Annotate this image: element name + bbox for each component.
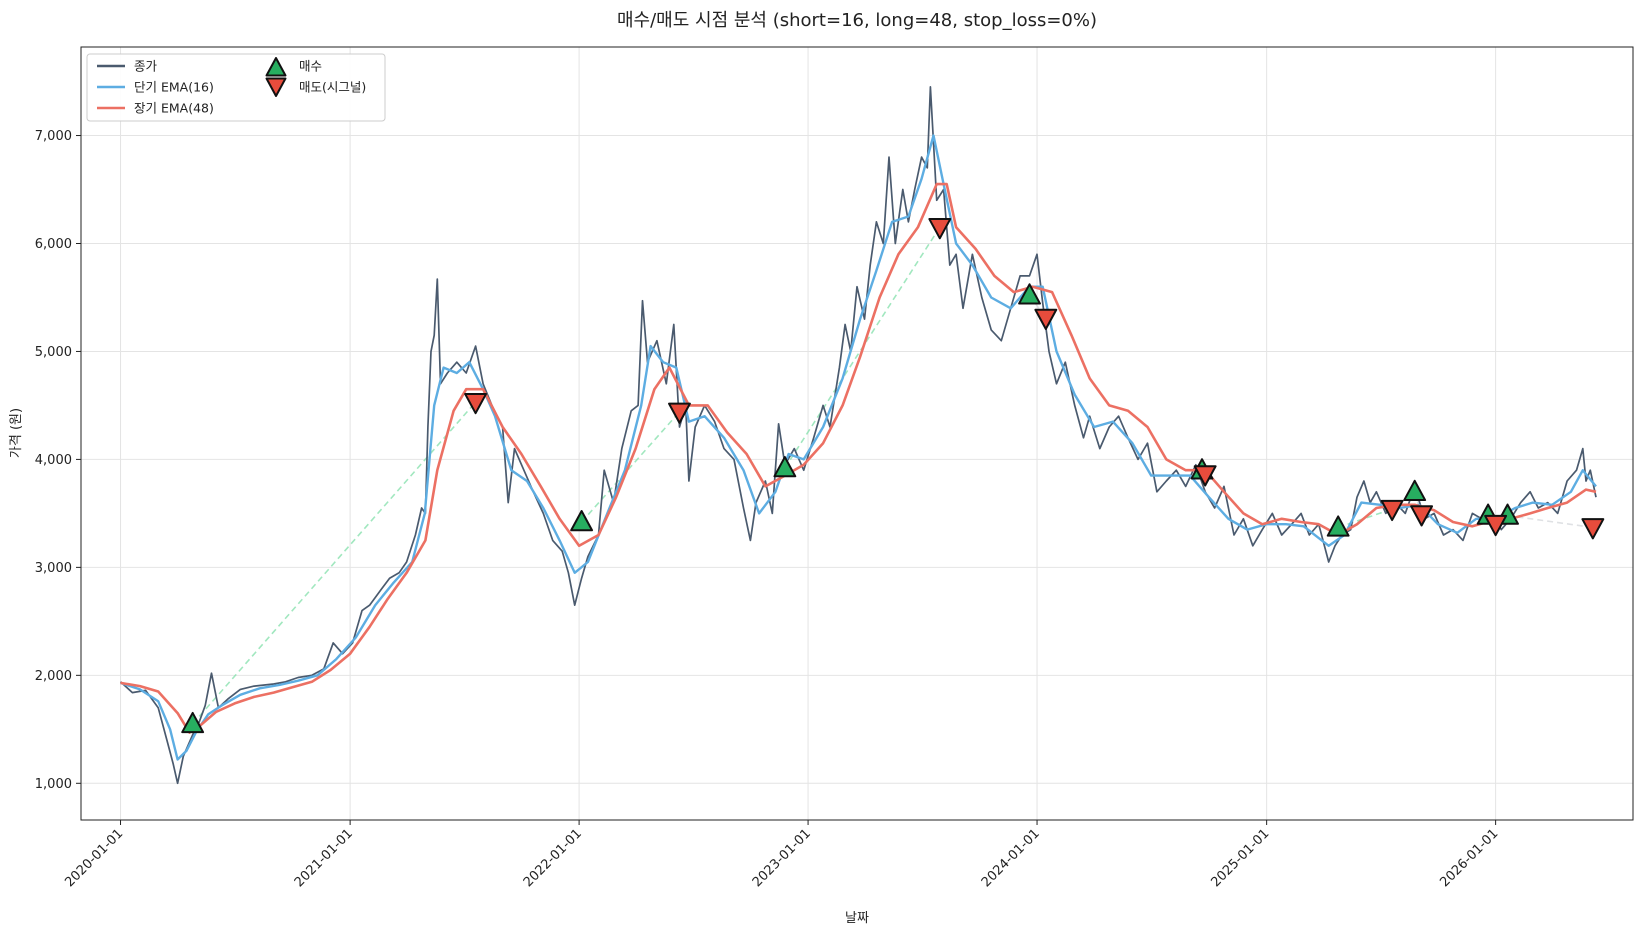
legend-label: 단기 EMA(16) <box>134 80 214 95</box>
sell-marker <box>1581 518 1605 540</box>
legend-label: 매수 <box>299 59 322 74</box>
close-price-line <box>119 86 1597 785</box>
legend-buy-swatch <box>265 57 287 77</box>
x-axis-ticks: 2020-01-01 2021-01-01 2022-01-01 2023-01-01… <box>62 820 1501 890</box>
signal-markers <box>181 218 1605 734</box>
buy-marker <box>1326 515 1350 537</box>
x-tick-label: 2025-01-01 <box>1208 826 1272 890</box>
trade-line-win <box>581 411 681 523</box>
y-axis-ticks: 1,000 2,000 3,000 4,000 5,000 6,000 7,000 <box>35 129 81 792</box>
legend-label: 종가 <box>134 59 158 74</box>
x-tick-label: 2022-01-01 <box>521 826 585 890</box>
ema-short-line <box>120 134 1597 761</box>
x-tick-label: 2021-01-01 <box>292 826 356 890</box>
y-axis-label: 가격 (원) <box>9 408 24 458</box>
y-tick-label: 2,000 <box>35 669 72 684</box>
trade-line-win <box>192 401 477 725</box>
y-tick-label: 1,000 <box>35 777 72 792</box>
legend-sell-swatch <box>265 77 287 97</box>
legend-label: 매도(시그널) <box>299 80 366 95</box>
chart-title: 매수/매도 시점 분석 (short=16, long=48, stop_los… <box>617 10 1097 31</box>
buy-marker <box>1403 479 1427 502</box>
trade-lines <box>192 226 1593 725</box>
x-tick-label: 2023-01-01 <box>750 826 814 890</box>
y-tick-label: 6,000 <box>35 237 72 252</box>
sell-marker <box>1193 465 1217 487</box>
x-axis-label: 날짜 <box>845 911 869 926</box>
legend-box <box>86 53 386 122</box>
sell-marker <box>464 392 488 415</box>
x-tick-label: 2026-01-01 <box>1437 826 1501 890</box>
sell-marker <box>1034 308 1058 330</box>
sell-marker <box>1410 505 1434 527</box>
sell-marker <box>928 218 952 240</box>
legend-label: 장기 EMA(48) <box>134 101 214 116</box>
series-lines <box>119 86 1597 785</box>
buy-marker <box>181 711 205 734</box>
y-tick-label: 5,000 <box>35 345 72 360</box>
sell-marker <box>1380 499 1404 522</box>
x-tick-label: 2024-01-01 <box>979 826 1043 890</box>
x-tick-label: 2020-01-01 <box>62 826 126 890</box>
plot-frame <box>80 46 1634 821</box>
buy-marker <box>570 510 594 532</box>
y-tick-label: 4,000 <box>35 453 72 468</box>
trade-line-loss <box>1507 514 1593 529</box>
sell-marker <box>668 402 691 424</box>
sell-marker <box>1484 514 1508 537</box>
buy-marker <box>1018 283 1041 305</box>
ema-long-line <box>120 182 1597 734</box>
y-tick-label: 7,000 <box>35 129 72 144</box>
grid <box>81 47 1633 820</box>
y-tick-label: 3,000 <box>35 561 72 576</box>
buy-marker <box>773 456 797 478</box>
